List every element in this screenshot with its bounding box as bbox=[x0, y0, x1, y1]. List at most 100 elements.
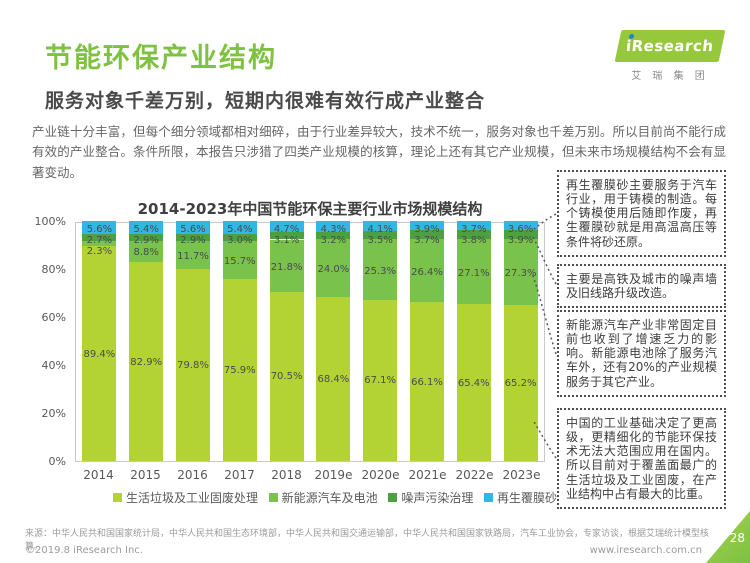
website-url: www.iresearch.com.cn bbox=[589, 545, 702, 556]
bar-segment bbox=[82, 246, 117, 461]
bar-segment bbox=[129, 240, 164, 263]
page-title: 节能环保产业结构 bbox=[45, 43, 277, 74]
bar-segment bbox=[269, 291, 304, 461]
bar-value-label: 66.1% bbox=[411, 376, 443, 388]
bar-value-label: 65.2% bbox=[504, 377, 537, 389]
bar-segment bbox=[456, 229, 491, 239]
bar-segment bbox=[409, 239, 444, 303]
callout-solid-waste: 中国的工业基础决定了更高级，更精细化的节能环保技术无法大范围应用在国内。所以目前… bbox=[557, 408, 726, 509]
bar-value-label: 11.7% bbox=[177, 251, 209, 263]
legend-label: 再生覆膜砂 bbox=[496, 491, 557, 505]
stacked-bar-2017: 5.4% 3.0% 15.7% 75.9% bbox=[222, 221, 257, 461]
bar-value-label: 67.1% bbox=[364, 375, 397, 387]
stacked-bar-2021e: 3.9% 3.7% 26.4% 66.1% bbox=[409, 220, 444, 461]
bar-value-label: 5.6% bbox=[86, 224, 113, 235]
bar-value-label: 2.9% bbox=[133, 235, 159, 246]
callout-noise-control: 主要是高铁及城市的噪声墙及旧线路升级改造。 bbox=[557, 264, 726, 309]
bar-value-label: 4.1% bbox=[367, 224, 393, 235]
x-tick-2014: 2014 bbox=[83, 468, 114, 482]
logo-brand-text: iResearch bbox=[625, 37, 715, 55]
bar-column-2015: 5.4% 2.9% 8.8% 82.9% bbox=[123, 221, 170, 461]
page-subtitle: 服务对象千差万别，短期内很难有效行成产业整合 bbox=[45, 90, 486, 112]
bar-column-2022e: 3.7% 3.8% 27.1% 65.4% bbox=[450, 221, 497, 461]
bar-value-label: 82.9% bbox=[130, 356, 163, 368]
stacked-bar-2019e: 4.3% 3.2% 24.0% 68.4% bbox=[316, 221, 351, 461]
bar-value-label: 21.8% bbox=[270, 261, 303, 273]
bar-segment bbox=[409, 220, 444, 231]
bar-value-label: 27.1% bbox=[457, 267, 490, 279]
bar-value-label: 5.4% bbox=[133, 224, 159, 235]
bar-value-label: 27.3% bbox=[504, 267, 537, 279]
legend-swatch bbox=[268, 493, 278, 502]
bar-segment bbox=[175, 234, 210, 242]
x-tick-2016: 2016 bbox=[177, 468, 208, 482]
source-note: 来源：中华人民共和国国家统计局，中华人民共和国生态环境部，中华人民共和国交通运输… bbox=[25, 529, 710, 552]
bar-segment bbox=[269, 239, 304, 292]
y-tick-80: 80% bbox=[41, 263, 66, 276]
plot-area: 5.6% 2.7% 2.3% 89.4% 5.4% 2.9% 8.8% 82.9% 5.6% 2.… bbox=[75, 220, 545, 462]
stacked-bar-2015: 5.4% 2.9% 8.8% 82.9% bbox=[129, 221, 164, 461]
bar-segment bbox=[269, 220, 304, 233]
bar-column-2018: 4.7% 3.1% 21.8% 70.5% bbox=[263, 220, 310, 461]
bar-value-label: 75.9% bbox=[223, 364, 256, 376]
bar-segment bbox=[269, 232, 304, 240]
bar-segment bbox=[175, 241, 210, 270]
bar-segment bbox=[175, 269, 210, 461]
bar-value-label: 3.9% bbox=[507, 235, 534, 246]
legend-item: 新能源汽车及电池 bbox=[268, 489, 378, 506]
y-tick-60: 60% bbox=[41, 311, 66, 324]
x-tick-2020e: 2020e bbox=[361, 468, 400, 482]
stacked-bar-2022e: 3.7% 3.8% 27.1% 65.4% bbox=[456, 221, 491, 461]
bar-value-label: 26.4% bbox=[411, 266, 443, 278]
chart-legend: 生活垃圾及工业固废处理 新能源汽车及电池 噪声污染治理 再生覆膜砂 bbox=[113, 489, 557, 506]
stacked-bar-2023e: 3.6% 3.9% 27.3% 65.2% bbox=[503, 221, 538, 461]
bar-segment bbox=[222, 233, 257, 242]
bar-value-label: 68.4% bbox=[317, 373, 350, 385]
legend-item: 噪声污染治理 bbox=[388, 489, 473, 506]
bar-value-label: 3.2% bbox=[320, 235, 347, 246]
iresearch-logo: iResearch 艾 瑞 集 团 bbox=[614, 30, 726, 82]
bar-column-2017: 5.4% 3.0% 15.7% 75.9% bbox=[216, 221, 263, 461]
bar-segment bbox=[503, 229, 538, 239]
bar-value-label: 2.9% bbox=[180, 235, 206, 246]
bar-value-label: 3.1% bbox=[273, 235, 300, 246]
bar-value-label: 70.5% bbox=[270, 371, 303, 383]
bar-value-label: 3.6% bbox=[507, 224, 534, 235]
legend-swatch bbox=[483, 493, 493, 502]
y-tick-40: 40% bbox=[41, 359, 66, 372]
bar-column-2016: 5.6% 2.9% 11.7% 79.8% bbox=[170, 221, 217, 461]
y-tick-0: 0% bbox=[48, 455, 66, 468]
bar-value-label: 3.7% bbox=[414, 235, 440, 246]
x-tick-2022e: 2022e bbox=[455, 468, 494, 482]
bar-segment bbox=[363, 239, 398, 300]
x-tick-2019e: 2019e bbox=[314, 468, 353, 482]
bar-segment bbox=[222, 241, 257, 279]
bar-value-label: 5.4% bbox=[227, 224, 253, 235]
bar-segment bbox=[456, 304, 491, 461]
bar-segment bbox=[503, 221, 538, 230]
bar-segment bbox=[82, 234, 117, 241]
copyright: ©2019.8 iResearch Inc. bbox=[25, 545, 143, 556]
bar-segment bbox=[82, 221, 117, 235]
legend-swatch bbox=[113, 493, 122, 502]
bar-value-label: 3.0% bbox=[227, 235, 253, 246]
bar-segment bbox=[316, 296, 351, 461]
x-axis: 2014 2015 2016 2017 2018 2019e 2020e 2021e 2022e… bbox=[75, 468, 545, 482]
bar-segment bbox=[222, 278, 257, 461]
x-tick-2018: 2018 bbox=[271, 468, 302, 482]
logo-shape: iResearch bbox=[614, 30, 726, 62]
bar-segment bbox=[456, 221, 491, 230]
bar-value-label: 65.4% bbox=[457, 377, 490, 389]
bar-segment bbox=[409, 302, 444, 461]
bar-segment bbox=[222, 221, 257, 234]
legend-item: 再生覆膜砂 bbox=[483, 489, 557, 506]
logo-subtext: 艾 瑞 集 团 bbox=[631, 71, 709, 82]
bar-segment bbox=[129, 262, 164, 461]
legend-label: 新能源汽车及电池 bbox=[281, 491, 378, 505]
bar-value-label: 15.7% bbox=[223, 256, 256, 267]
bar-segment bbox=[129, 221, 164, 234]
bar-value-label: 25.3% bbox=[364, 265, 397, 277]
bar-segment bbox=[363, 230, 398, 240]
bar-value-label: 4.3% bbox=[320, 224, 347, 235]
bar-column-2014: 5.6% 2.7% 2.3% 89.4% bbox=[76, 221, 123, 461]
